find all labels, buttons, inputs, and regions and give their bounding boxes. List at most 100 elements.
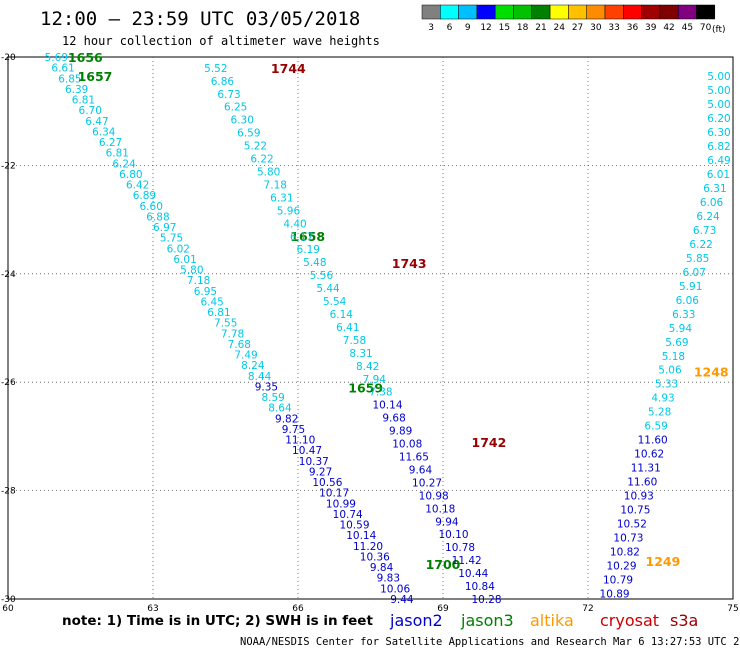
- swh-value-label: 7.55: [214, 318, 237, 330]
- swh-value-label: 4.93: [651, 393, 674, 405]
- color-level-label: 45: [682, 23, 693, 33]
- swh-value-label: 9.27: [309, 466, 332, 478]
- page-title: 12:00 — 23:59 UTC 03/05/2018: [40, 8, 360, 30]
- swh-value-label: 10.99: [326, 498, 356, 510]
- swh-value-label: 9.75: [282, 424, 305, 436]
- x-tick-label: 75: [727, 604, 738, 614]
- color-level-label: 6: [447, 23, 453, 33]
- swh-value-label: 6.17: [290, 231, 313, 243]
- swh-value-label: 5.22: [244, 141, 267, 153]
- credit-line: NOAA/NESDIS Center for Satellite Applica…: [240, 636, 740, 648]
- color-swatch: [494, 4, 514, 20]
- swh-value-label: 11.65: [399, 451, 429, 463]
- swh-value-label: 7.18: [187, 275, 210, 287]
- swh-value-label: 6.86: [211, 76, 235, 88]
- swh-value-label: 5.69: [45, 52, 68, 64]
- legend-item-altika: altika: [530, 611, 574, 630]
- swh-value-label: 10.10: [438, 529, 468, 541]
- swh-value-label: 6.81: [207, 307, 230, 319]
- x-tick-label: 60: [2, 604, 14, 614]
- color-scale-legend: 3 6 9 12 15 18 21 24 27 30 33 36 39 42 45 70: [421, 4, 716, 33]
- swh-value-label: 6.14: [330, 309, 354, 321]
- track-s3a: 5.526.866.736.256.306.595.226.225.807.18…: [204, 61, 506, 606]
- color-swatch: [586, 4, 606, 20]
- gridlines: [8, 57, 733, 599]
- swh-value-label: 9.89: [389, 426, 412, 438]
- swh-value-label: 6.06: [676, 295, 700, 307]
- swh-value-label: 5.52: [204, 63, 227, 75]
- swh-value-label: 6.70: [79, 105, 102, 117]
- legend-item-jason3: jason3: [460, 611, 514, 630]
- swh-value-label: 9.64: [409, 464, 433, 476]
- swh-value-label: 10.44: [458, 568, 488, 580]
- color-level-label: 36: [627, 23, 639, 33]
- swh-value-label: 10.84: [465, 581, 495, 593]
- swh-value-label: 6.30: [707, 127, 730, 139]
- swh-value-label: 5.56: [310, 270, 334, 282]
- swh-value-label: 6.01: [707, 169, 730, 181]
- swh-value-label: 10.08: [392, 439, 422, 451]
- swh-value-label: 5.69: [665, 337, 688, 349]
- swh-value-label: 6.47: [85, 116, 108, 128]
- swh-value-label: 10.27: [412, 477, 442, 489]
- swh-value-label: 7.18: [264, 179, 287, 191]
- swh-value-label: 8.42: [356, 361, 379, 373]
- pass-time-label: 1248: [694, 364, 729, 379]
- legend-item-jason2: jason2: [389, 611, 443, 630]
- swh-value-label: 10.93: [624, 491, 654, 503]
- swh-value-label: 10.14: [372, 400, 402, 412]
- swh-value-label: 5.00: [707, 85, 730, 97]
- swh-value-label: 6.39: [65, 84, 88, 96]
- x-tick-label: 69: [437, 604, 449, 614]
- swh-value-label: 8.59: [261, 392, 284, 404]
- footer-note: note: 1) Time is in UTC; 2) SWH is in fe…: [62, 613, 373, 629]
- x-tick-label: 63: [147, 604, 158, 614]
- swh-value-label: 6.59: [644, 421, 667, 433]
- color-level-label: 18: [517, 23, 529, 33]
- swh-value-label: 11.60: [638, 435, 668, 447]
- pass-time-label: 1659: [348, 381, 383, 396]
- color-swatch: [604, 4, 624, 20]
- swh-value-label: 10.59: [339, 520, 369, 532]
- swh-value-label: 9.68: [382, 413, 405, 425]
- swh-value-label: 7.94: [363, 374, 387, 386]
- color-swatch: [440, 4, 459, 20]
- swh-value-label: 6.95: [194, 286, 217, 298]
- pass-time-label: 1742: [472, 435, 507, 450]
- swh-value-label: 6.61: [51, 63, 74, 75]
- swh-value-label: 6.45: [200, 296, 223, 308]
- swh-value-label: 6.85: [58, 73, 81, 85]
- swh-value-label: 5.75: [160, 233, 183, 245]
- swh-value-label: 6.27: [99, 137, 122, 149]
- y-tick-label: -20: [1, 53, 16, 63]
- swh-value-label: 6.22: [689, 239, 712, 251]
- pass-time-label: 1249: [646, 554, 681, 569]
- legend-item-cryosat: cryosat: [600, 611, 659, 630]
- y-tick-label: -26: [1, 378, 16, 388]
- swh-value-label: 6.31: [270, 192, 293, 204]
- pass-time-label: 1744: [271, 61, 306, 76]
- color-level-label: 21: [535, 23, 546, 33]
- y-tick-label: -30: [1, 595, 16, 605]
- swh-value-label: 5.96: [277, 205, 301, 217]
- color-level-label: 15: [499, 23, 510, 33]
- color-level-label: 3: [428, 23, 434, 33]
- swh-value-label: 10.17: [319, 488, 349, 500]
- swh-value-label: 6.06: [700, 197, 724, 209]
- swh-value-label: 6.81: [106, 148, 129, 160]
- swh-value-label: 6.82: [707, 141, 730, 153]
- swh-value-label: 5.06: [658, 365, 682, 377]
- swh-value-label: 10.73: [613, 533, 643, 545]
- swh-value-label: 6.60: [140, 201, 163, 213]
- y-tick-label: -28: [1, 487, 16, 497]
- swh-value-label: 7.49: [234, 350, 257, 362]
- swh-value-label: 10.47: [292, 445, 322, 457]
- axis-ticks: 60 63 66 69 72 75 -20 -22 -24 -26 -28 -30: [1, 53, 739, 614]
- swh-value-label: 7.38: [369, 387, 392, 399]
- color-swatch: [421, 4, 441, 20]
- swh-value-label: 6.81: [72, 95, 95, 107]
- swh-value-label: 10.14: [346, 530, 376, 542]
- y-tick-label: -24: [1, 270, 16, 280]
- swh-value-label: 6.01: [173, 254, 196, 266]
- swh-value-label: 7.58: [343, 335, 366, 347]
